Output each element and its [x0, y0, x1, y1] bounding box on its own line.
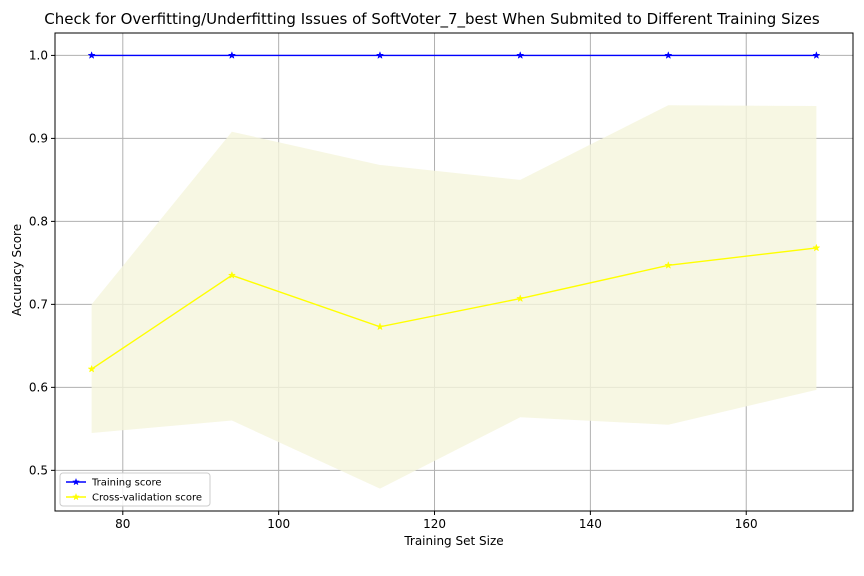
x-axis-ticks: 80 100 120 140 160	[115, 511, 758, 531]
series-line	[91, 247, 817, 370]
plot-frame	[54, 32, 854, 512]
x-tick-label: 160	[735, 517, 758, 531]
y-tick-label: 0.5	[29, 463, 48, 477]
legend-box	[59, 472, 211, 507]
y-tick-label: 0.6	[29, 380, 48, 394]
data-point	[812, 51, 821, 59]
y-axis-label: Accuracy Score	[10, 224, 24, 316]
legend-label: Training score	[91, 478, 162, 489]
confidence-bands	[91, 105, 817, 489]
data-point	[227, 270, 237, 279]
y-tick-label: 0.8	[29, 214, 48, 228]
data-point	[87, 364, 96, 373]
y-tick-label: 0.7	[29, 297, 48, 311]
data-point	[87, 51, 96, 59]
data-point	[516, 51, 525, 59]
x-tick-label: 80	[115, 517, 130, 531]
series-lines	[87, 51, 821, 373]
data-point	[227, 51, 237, 59]
data-point	[375, 322, 385, 331]
y-tick-label: 0.9	[29, 131, 48, 145]
data-point	[375, 51, 385, 59]
data-point	[812, 243, 821, 252]
legend-label: Cross-validation score	[92, 493, 202, 504]
y-tick-label: 1.0	[29, 48, 48, 62]
legend-swatch-marker	[72, 492, 80, 501]
y-axis-ticks: 0.5 0.6 0.7 0.8 0.9 1.0	[29, 48, 55, 477]
legend-swatch-marker	[72, 477, 80, 486]
data-point	[516, 294, 525, 303]
data-point	[664, 260, 673, 269]
x-tick-label: 120	[423, 517, 446, 531]
x-axis-label: Training Set Size	[403, 534, 503, 548]
x-tick-label: 100	[267, 517, 290, 531]
data-point	[664, 51, 673, 59]
confidence-band	[91, 105, 817, 489]
legend: Training score Cross-validation score	[59, 472, 211, 507]
chart-title: Check for Overfitting/Underfitting Issue…	[44, 10, 820, 29]
x-tick-label: 140	[579, 517, 602, 531]
